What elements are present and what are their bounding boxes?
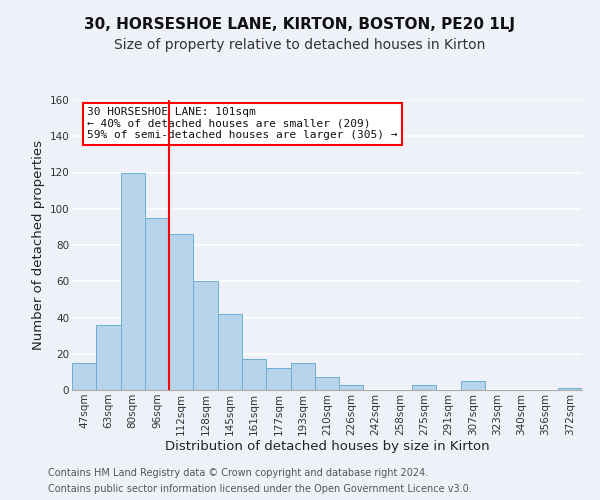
Bar [96, 325, 121, 390]
X-axis label: Distribution of detached houses by size in Kirton: Distribution of detached houses by size … [164, 440, 490, 454]
Bar [193, 281, 218, 390]
Bar [218, 314, 242, 390]
Text: Size of property relative to detached houses in Kirton: Size of property relative to detached ho… [115, 38, 485, 52]
Text: Contains public sector information licensed under the Open Government Licence v3: Contains public sector information licen… [48, 484, 472, 494]
Text: 30, HORSESHOE LANE, KIRTON, BOSTON, PE20 1LJ: 30, HORSESHOE LANE, KIRTON, BOSTON, PE20… [85, 18, 515, 32]
Bar [242, 359, 266, 390]
Text: 30 HORSESHOE LANE: 101sqm
← 40% of detached houses are smaller (209)
59% of semi: 30 HORSESHOE LANE: 101sqm ← 40% of detac… [88, 108, 398, 140]
Bar [412, 384, 436, 390]
Bar [339, 384, 364, 390]
Text: Contains HM Land Registry data © Crown copyright and database right 2024.: Contains HM Land Registry data © Crown c… [48, 468, 428, 477]
Bar [315, 378, 339, 390]
Y-axis label: Number of detached properties: Number of detached properties [32, 140, 46, 350]
Bar [121, 172, 145, 390]
Bar [266, 368, 290, 390]
Bar [558, 388, 582, 390]
Bar [461, 381, 485, 390]
Bar [72, 363, 96, 390]
Bar [169, 234, 193, 390]
Bar [145, 218, 169, 390]
Bar [290, 363, 315, 390]
